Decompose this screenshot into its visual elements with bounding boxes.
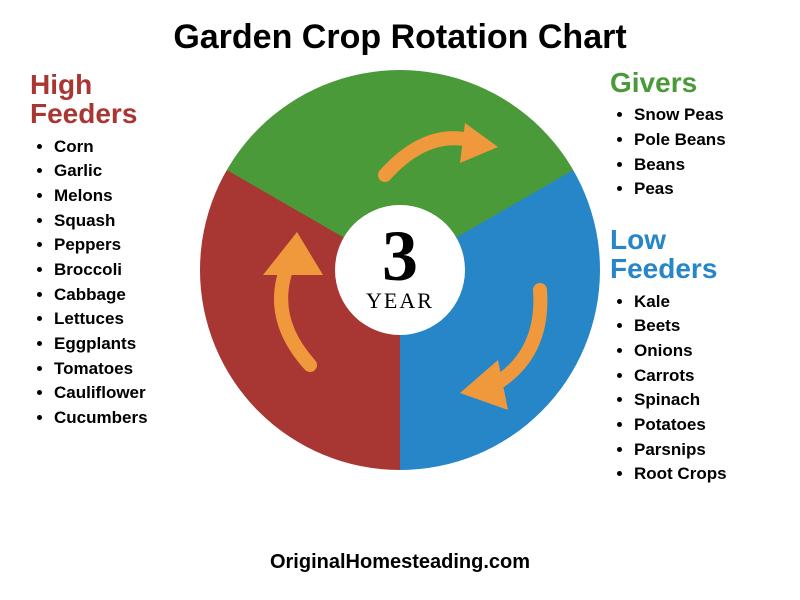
low-feeders-title: LowFeeders xyxy=(610,225,790,284)
list-item: Cucumbers xyxy=(54,406,200,431)
section-low-feeders: LowFeeders KaleBeetsOnionsCarrotsSpinach… xyxy=(610,225,790,487)
list-item: Spinach xyxy=(634,388,790,413)
center-circle: 3 YEAR xyxy=(335,205,465,335)
list-item: Pole Beans xyxy=(634,128,780,153)
list-item: Corn xyxy=(54,135,200,160)
list-item: Melons xyxy=(54,184,200,209)
center-number: 3 xyxy=(382,226,418,287)
footer-credit: OriginalHomesteading.com xyxy=(0,551,800,574)
center-label: YEAR xyxy=(366,288,434,314)
list-item: Tomatoes xyxy=(54,357,200,382)
list-item: Parsnips xyxy=(634,438,790,463)
list-item: Root Crops xyxy=(634,462,790,487)
list-item: Potatoes xyxy=(634,413,790,438)
list-item: Beets xyxy=(634,314,790,339)
section-givers: Givers Snow PeasPole BeansBeansPeas xyxy=(610,68,780,202)
list-item: Carrots xyxy=(634,364,790,389)
rotation-chart: 3 YEAR xyxy=(200,70,600,470)
list-item: Eggplants xyxy=(54,332,200,357)
section-high-feeders: HighFeeders CornGarlicMelonsSquashPepper… xyxy=(30,70,200,430)
list-item: Garlic xyxy=(54,159,200,184)
page-title: Garden Crop Rotation Chart xyxy=(0,18,800,57)
list-item: Peppers xyxy=(54,233,200,258)
list-item: Squash xyxy=(54,209,200,234)
givers-title: Givers xyxy=(610,68,780,97)
list-item: Lettuces xyxy=(54,307,200,332)
list-item: Snow Peas xyxy=(634,103,780,128)
list-item: Cabbage xyxy=(54,283,200,308)
high-feeders-title: HighFeeders xyxy=(30,70,200,129)
list-item: Beans xyxy=(634,153,780,178)
low-feeders-list: KaleBeetsOnionsCarrotsSpinachPotatoesPar… xyxy=(610,290,790,487)
list-item: Broccoli xyxy=(54,258,200,283)
high-feeders-list: CornGarlicMelonsSquashPeppersBroccoliCab… xyxy=(30,135,200,431)
givers-list: Snow PeasPole BeansBeansPeas xyxy=(610,103,780,202)
list-item: Cauliflower xyxy=(54,381,200,406)
list-item: Kale xyxy=(634,290,790,315)
list-item: Peas xyxy=(634,177,780,202)
list-item: Onions xyxy=(634,339,790,364)
